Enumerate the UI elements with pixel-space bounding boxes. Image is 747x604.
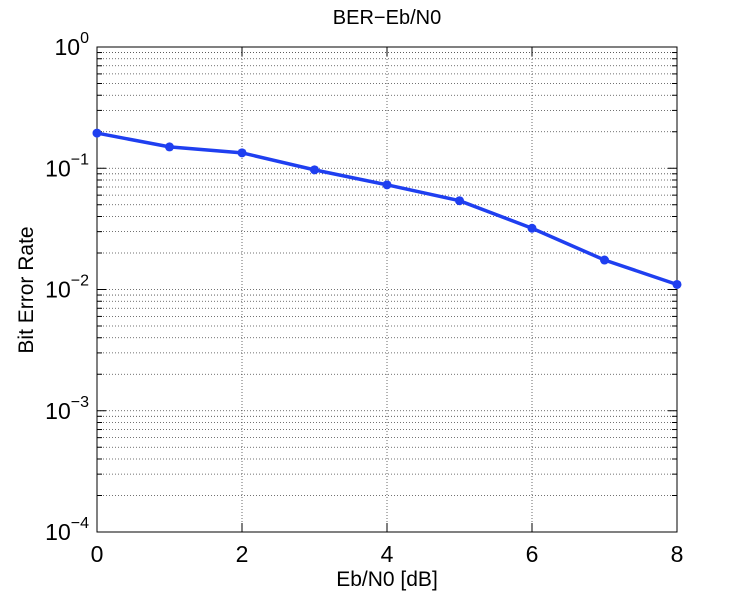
x-tick-label: 2: [236, 541, 249, 567]
data-point: [165, 142, 174, 152]
plot-frame: [96, 46, 678, 533]
y-tick-label: 100: [55, 30, 90, 60]
y-tick-label: 10−4: [45, 515, 89, 545]
data-point: [310, 165, 319, 175]
data-point: [382, 180, 392, 190]
data-point: [237, 148, 247, 158]
x-tick-label: 8: [671, 541, 684, 567]
y-tick-label: 10−1: [45, 151, 89, 181]
x-tick-label: 4: [381, 541, 394, 567]
data-point: [455, 196, 464, 206]
data-point: [92, 128, 102, 138]
y-tick-label: 10−3: [45, 394, 89, 424]
chart-title: BER−Eb/N0: [333, 7, 441, 29]
y-tick-label: 10−2: [45, 273, 89, 303]
y-axis-label: Bit Error Rate: [15, 226, 38, 353]
data-point: [600, 255, 609, 265]
x-axis-label: Eb/N0 [dB]: [336, 568, 438, 591]
x-tick-label: 0: [91, 541, 104, 567]
data-point: [672, 279, 682, 289]
x-tick-label: 6: [526, 541, 539, 567]
data-point: [527, 223, 537, 233]
